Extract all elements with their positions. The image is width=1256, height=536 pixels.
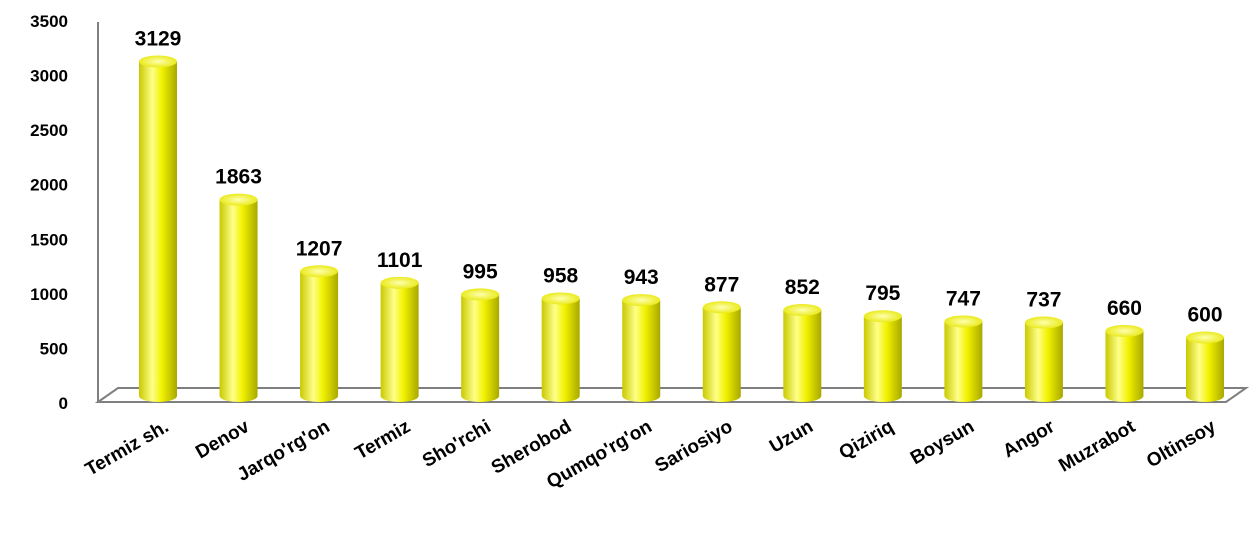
category-label: Angor — [999, 416, 1058, 462]
bar-top — [1186, 331, 1224, 344]
bar-top — [783, 304, 822, 317]
bar-body — [1024, 322, 1063, 402]
bar-body — [300, 271, 339, 402]
bar-top — [622, 294, 661, 307]
bar-top — [702, 301, 741, 314]
data-label: 1101 — [377, 249, 423, 272]
bar-top — [1105, 324, 1144, 337]
bar-top — [541, 292, 580, 305]
bar-top — [944, 315, 983, 328]
bar — [300, 265, 339, 402]
bar — [1024, 316, 1063, 402]
data-label: 600 — [1187, 304, 1222, 327]
bar-top — [139, 55, 177, 68]
bar-body — [541, 298, 580, 402]
data-label: 877 — [704, 273, 739, 296]
category-label: Boysun — [907, 416, 978, 469]
category-label: Muzrabot — [1055, 416, 1139, 477]
y-tick-label: 3500 — [30, 12, 68, 31]
y-tick-label: 2500 — [30, 121, 68, 140]
data-label: 1863 — [215, 166, 262, 189]
floor-plane — [94, 387, 1250, 403]
y-tick-label: 500 — [40, 339, 68, 358]
bar — [541, 292, 580, 402]
bar — [622, 294, 661, 402]
bar-body — [1105, 330, 1144, 402]
bar-body — [622, 300, 661, 402]
floor — [94, 387, 1250, 403]
bar-top — [461, 288, 500, 301]
y-axis: 0 500 1000 1500 2000 2500 3000 3500 — [30, 12, 99, 413]
y-tick-label: 2000 — [30, 176, 68, 195]
bar-body — [783, 310, 822, 402]
category-label: Uzun — [766, 416, 817, 457]
bar — [1186, 331, 1224, 402]
data-label: 995 — [463, 260, 498, 283]
bar — [1105, 324, 1144, 402]
bar-top — [300, 265, 339, 278]
category-label: Oltinsoy — [1143, 416, 1220, 472]
bar-body — [1186, 337, 1224, 402]
bar-body — [863, 316, 902, 402]
bars — [139, 55, 1224, 402]
category-label: Sho'rchi — [419, 416, 495, 472]
bar — [219, 193, 258, 402]
category-label: Termiz — [352, 416, 414, 464]
category-label: Jarqo'rg'on — [234, 416, 334, 486]
bar-body — [219, 199, 258, 402]
bar-top — [380, 276, 419, 289]
bar-top — [863, 310, 902, 323]
y-tick-labels: 0 500 1000 1500 2000 2500 3000 3500 — [30, 12, 68, 413]
bar-body — [139, 61, 177, 402]
data-label: 747 — [946, 287, 981, 310]
category-label: Sariosiyo — [652, 416, 737, 477]
bar — [783, 304, 822, 402]
data-label: 943 — [624, 266, 659, 289]
bar — [139, 55, 177, 402]
data-label: 660 — [1107, 297, 1142, 320]
bar-body — [461, 294, 500, 402]
data-label: 795 — [865, 282, 900, 305]
bar-body — [702, 307, 741, 402]
bar-body — [380, 282, 419, 402]
y-tick-label: 3000 — [30, 67, 68, 86]
category-label: Denov — [192, 416, 253, 463]
bar — [863, 310, 902, 402]
data-labels: 3129 1863 1207 1101 995 958 943 877 852 795 747 737… — [135, 27, 1223, 326]
y-tick-label: 1000 — [30, 285, 68, 304]
bar — [702, 301, 741, 402]
category-label: Qiziriq — [836, 416, 898, 464]
y-tick-label: 0 — [59, 394, 68, 413]
bar — [461, 288, 500, 402]
data-label: 852 — [785, 276, 820, 299]
data-label: 737 — [1026, 289, 1061, 312]
data-label: 1207 — [296, 237, 343, 260]
category-label: Termiz sh. — [82, 416, 173, 480]
bar — [380, 276, 419, 402]
data-label: 3129 — [135, 27, 182, 50]
bar — [944, 315, 983, 402]
y-tick-label: 1500 — [30, 230, 68, 249]
bar-top — [219, 193, 258, 206]
bar-top — [1024, 316, 1063, 329]
data-label: 958 — [543, 264, 578, 287]
bar-body — [944, 321, 983, 402]
